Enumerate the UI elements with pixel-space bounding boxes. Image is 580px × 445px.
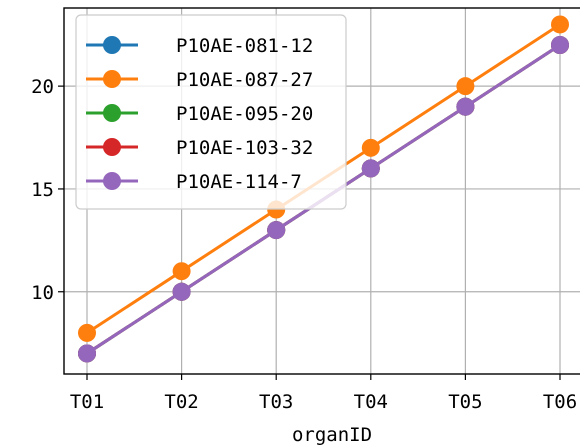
legend-label: P10AE-114-7: [176, 171, 302, 193]
y-tick-label: 20: [31, 76, 54, 98]
x-tick-label: T06: [543, 391, 577, 413]
legend-marker: [103, 104, 121, 122]
legend-marker: [103, 172, 121, 190]
series-lines: [78, 15, 569, 363]
data-point: [78, 344, 96, 363]
legend: P10AE-081-12 P10AE-087-27 P10AE-095-20 P10A…: [75, 14, 347, 210]
x-tick-label: T05: [448, 391, 482, 413]
data-point: [267, 221, 286, 240]
y-tick-label: 10: [31, 282, 54, 304]
x-tick-label: T04: [354, 391, 388, 413]
legend-box: [75, 14, 347, 210]
plot-area-frame: [63, 7, 580, 375]
x-axis-label: organID: [292, 424, 372, 445]
data-point: [456, 77, 475, 96]
y-tick-label: 15: [31, 179, 54, 201]
x-tick-label: T01: [70, 391, 104, 413]
x-tick-label: T02: [164, 391, 198, 413]
data-point: [551, 15, 569, 34]
data-point: [172, 282, 191, 301]
x-tick-label: T03: [259, 391, 293, 413]
legend-label: P10AE-081-12: [176, 35, 313, 57]
legend-entry: P10AE-095-20: [86, 103, 313, 125]
legend-label: P10AE-103-32: [176, 137, 313, 159]
data-point: [361, 138, 380, 157]
legend-marker: [103, 36, 121, 54]
data-point: [78, 323, 96, 342]
legend-marker: [103, 138, 121, 156]
legend-entry: P10AE-114-7: [86, 171, 302, 193]
legend-entry: P10AE-087-27: [86, 69, 313, 91]
data-point: [456, 97, 475, 116]
legend-entry: P10AE-081-12: [86, 35, 313, 57]
axis-ticks: T01 T02 T03 T04 T05 T06 10 15 20: [31, 76, 577, 413]
legend-label: P10AE-095-20: [176, 103, 313, 125]
data-point: [551, 36, 569, 55]
data-point: [172, 262, 191, 281]
legend-label: P10AE-087-27: [176, 69, 313, 91]
data-point: [361, 159, 380, 178]
legend-marker: [103, 70, 121, 88]
legend-entry: P10AE-103-32: [86, 137, 313, 159]
